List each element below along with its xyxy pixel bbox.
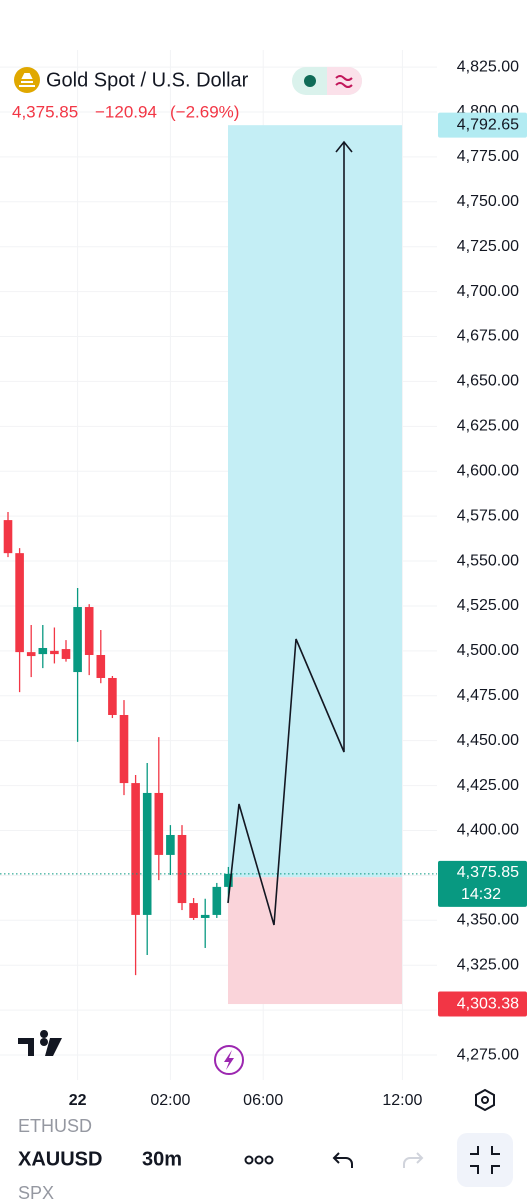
candle-body (142, 792, 152, 915)
price-label: 4,792.65 (457, 116, 519, 133)
symbol-logo (14, 67, 40, 93)
undo-button[interactable] (332, 1152, 353, 1168)
y-tick-label: 4,275.00 (457, 1046, 519, 1063)
price-axis: 4,275.004,300.004,325.004,350.004,375.00… (457, 58, 519, 1063)
candle-body (96, 654, 106, 678)
candle-body (200, 914, 210, 918)
projection-path[interactable] (227, 143, 345, 926)
position-tool[interactable] (228, 125, 402, 1005)
candle-body (154, 792, 164, 855)
price-label-box (438, 991, 527, 1017)
y-tick-label: 4,325.00 (457, 956, 519, 973)
candle-body (131, 783, 140, 915)
settings-icon-center (481, 1096, 489, 1104)
logo-glyph (19, 73, 35, 87)
y-tick-label: 4,475.00 (457, 687, 519, 704)
candle-body (224, 873, 233, 887)
candle-body (108, 677, 117, 715)
lightning-icon (224, 1050, 234, 1070)
projection-arrowhead (335, 140, 353, 153)
fullscreen-button[interactable] (457, 1133, 513, 1187)
next-symbol[interactable]: SPX (18, 1183, 54, 1200)
market-open-dot (304, 75, 316, 87)
y-tick-label: 4,400.00 (457, 822, 519, 839)
target-zone[interactable] (228, 125, 402, 878)
y-tick-label: 4,525.00 (457, 597, 519, 614)
candle-body (61, 649, 71, 659)
tradingview-logo[interactable] (18, 1030, 62, 1056)
candle-body (73, 607, 82, 673)
redo-button[interactable] (403, 1152, 424, 1168)
price-label-box (438, 112, 527, 138)
delay-icon (335, 75, 353, 88)
candle-body (177, 834, 187, 904)
y-tick-label: 4,825.00 (457, 58, 519, 75)
bar-countdown: 14:32 (461, 886, 501, 903)
y-tick-label: 4,450.00 (457, 732, 519, 749)
stop-zone[interactable] (228, 877, 402, 1005)
time-axis: 22 02:00 06:00 12:00 (69, 1092, 423, 1109)
candle-body (50, 650, 59, 655)
price-label-box (438, 860, 527, 907)
y-tick-label: 4,350.00 (457, 912, 519, 929)
y-tick-label: 4,675.00 (457, 328, 519, 345)
y-tick-label: 4,750.00 (457, 193, 519, 210)
quote-change-percent: (−2.69%) (170, 102, 239, 121)
interval-button[interactable]: 30m (142, 1148, 182, 1170)
candle-body (212, 886, 222, 915)
symbol-title[interactable]: Gold Spot / U.S. Dollar (46, 69, 249, 91)
y-tick-label: 4,650.00 (457, 373, 519, 390)
candle-body (84, 607, 94, 655)
candle-body (166, 834, 175, 855)
symbol-button[interactable]: XAUUSD (18, 1148, 102, 1170)
y-tick-label: 4,775.00 (457, 148, 519, 165)
price-label: 4,375.85 (457, 864, 519, 881)
collapse-icon (470, 1146, 500, 1174)
candle-body (119, 714, 129, 784)
quote-change: −120.94 (95, 102, 157, 121)
candle-body (26, 652, 36, 657)
lightning-button[interactable] (214, 1045, 244, 1075)
y-tick-label: 4,600.00 (457, 462, 519, 479)
y-tick-label: 4,625.00 (457, 418, 519, 435)
candle-body (38, 647, 48, 655)
y-tick-label: 4,575.00 (457, 507, 519, 524)
price-label: 4,303.38 (457, 995, 519, 1012)
candle-body (15, 553, 24, 653)
y-tick-label: 4,550.00 (457, 552, 519, 569)
status-pill-right (327, 67, 362, 95)
more-button[interactable] (244, 1155, 274, 1165)
prev-symbol[interactable]: ETHUSD (18, 1116, 92, 1136)
x-tick-label: 12:00 (382, 1092, 422, 1109)
candle-body (3, 520, 13, 554)
candles (0, 512, 437, 976)
y-tick-label: 4,500.00 (457, 642, 519, 659)
candle-body (189, 903, 198, 918)
x-tick-label: 22 (69, 1092, 87, 1109)
tradingview-logo-dot (40, 1038, 48, 1046)
y-tick-label: 4,700.00 (457, 283, 519, 300)
settings-button[interactable] (475, 1088, 495, 1112)
quote-price: 4,375.85 (12, 102, 78, 121)
x-tick-label: 06:00 (243, 1092, 283, 1109)
y-tick-label: 4,725.00 (457, 238, 519, 255)
y-tick-label: 4,425.00 (457, 777, 519, 794)
x-tick-label: 02:00 (150, 1092, 190, 1109)
